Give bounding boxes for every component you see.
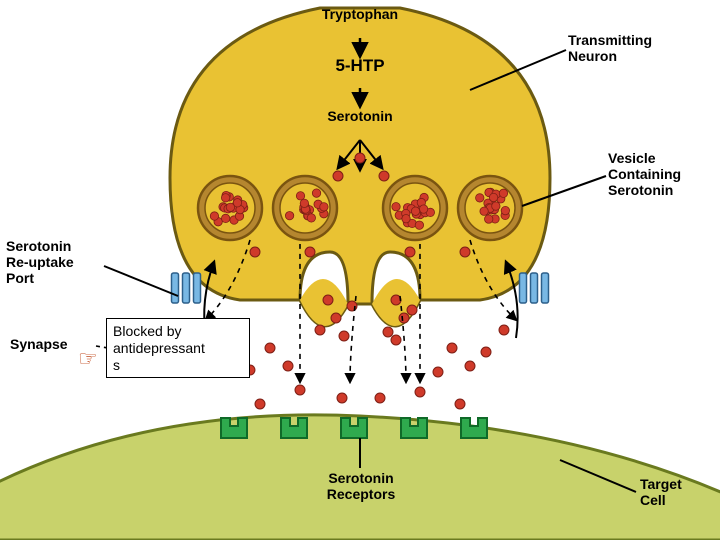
serotonin-dot xyxy=(391,335,401,345)
label-serotonin: Serotonin xyxy=(318,108,402,124)
serotonin-receptor xyxy=(461,418,487,438)
serotonin-dot xyxy=(315,325,325,335)
label-receptors: Serotonin Receptors xyxy=(306,470,416,502)
serotonin-dot xyxy=(305,247,315,257)
serotonin-dot xyxy=(399,313,409,323)
label-target-cell: Target Cell xyxy=(640,476,710,508)
serotonin-dot xyxy=(265,343,275,353)
overlay-blocked-by-antidepressants: Blocked by antidepressant s xyxy=(106,318,250,378)
label-5htp: 5-HTP xyxy=(326,56,394,76)
serotonin-dot xyxy=(347,301,357,311)
serotonin-dot xyxy=(407,305,417,315)
reuptake-transporter xyxy=(520,273,549,303)
serotonin-dot xyxy=(447,343,457,353)
vesicle xyxy=(383,176,447,240)
label-vesicle: Vesicle Containing Serotonin xyxy=(608,150,718,198)
label-reuptake-port: Serotonin Re-uptake Port xyxy=(6,238,106,286)
serotonin-dot xyxy=(460,247,470,257)
reuptake-transporter xyxy=(172,273,201,303)
label-tryptophan: Tryptophan xyxy=(312,6,408,22)
vesicle xyxy=(273,176,337,240)
serotonin-dot xyxy=(455,399,465,409)
vesicle xyxy=(198,176,262,240)
serotonin-dot xyxy=(331,313,341,323)
diagram-svg xyxy=(0,0,720,540)
serotonin-dot xyxy=(379,171,389,181)
serotonin-dot xyxy=(375,393,385,403)
serotonin-dot xyxy=(405,247,415,257)
vesicle xyxy=(458,176,522,240)
serotonin-dot xyxy=(481,347,491,357)
serotonin-dot xyxy=(337,393,347,403)
serotonin-dot xyxy=(499,325,509,335)
serotonin-synapse-diagram: { "type": "infographic", "title": "Serot… xyxy=(0,0,720,540)
serotonin-dot xyxy=(355,153,365,163)
pointer-hand-icon: ☞ xyxy=(78,346,98,372)
serotonin-dot xyxy=(283,361,293,371)
serotonin-dot xyxy=(323,295,333,305)
serotonin-dot xyxy=(255,399,265,409)
serotonin-dot xyxy=(295,385,305,395)
serotonin-dot xyxy=(415,387,425,397)
serotonin-dot xyxy=(433,367,443,377)
callout-line xyxy=(104,266,178,296)
serotonin-dot xyxy=(250,247,260,257)
serotonin-dot xyxy=(333,171,343,181)
serotonin-dot xyxy=(339,331,349,341)
serotonin-dot xyxy=(383,327,393,337)
label-transmitting-neuron: Transmitting Neuron xyxy=(568,32,698,64)
serotonin-dot xyxy=(465,361,475,371)
